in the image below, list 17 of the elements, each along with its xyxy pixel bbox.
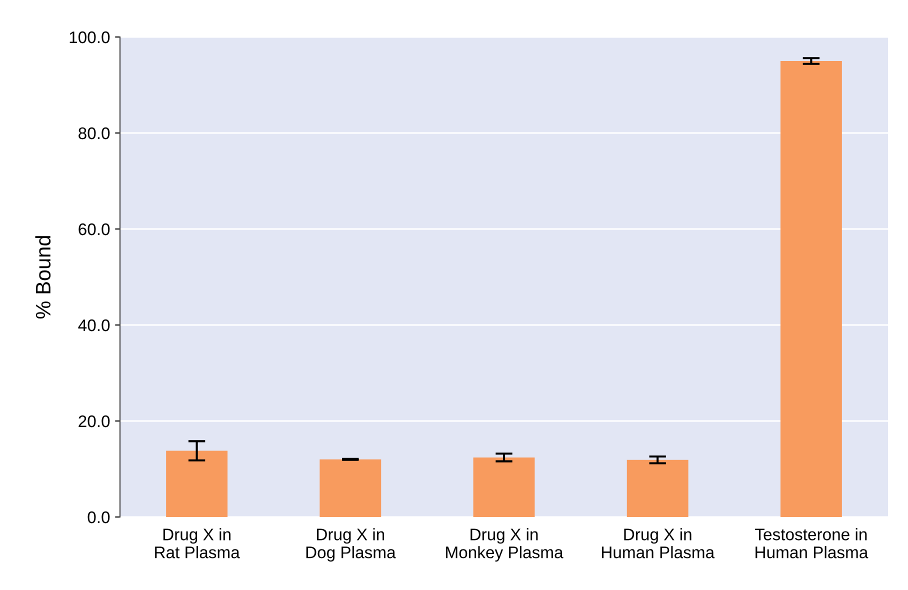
y-tick-label: 20.0 [78,415,110,428]
y-tick-label: 0.0 [88,511,110,524]
x-tick-label: Drug X in Rat Plasma [155,528,240,558]
x-tick-label: Testosterone in Human Plasma [755,528,868,558]
y-tick-label: 40.0 [78,319,110,332]
bar [320,459,382,517]
bar [626,460,688,517]
x-tick-label: Drug X in Human Plasma [602,528,715,558]
x-tick-label: Drug X in Dog Plasma [306,528,396,562]
y-tick-label: 100.0 [70,31,110,44]
y-tick-label: 80.0 [78,127,110,140]
bar [473,457,535,517]
y-tick-label: 60.0 [78,223,110,236]
x-tick-label: Drug X in Monkey Plasma [446,528,564,562]
y-axis-title: % Bound [35,236,51,319]
bar [780,61,842,517]
bar [166,450,228,517]
